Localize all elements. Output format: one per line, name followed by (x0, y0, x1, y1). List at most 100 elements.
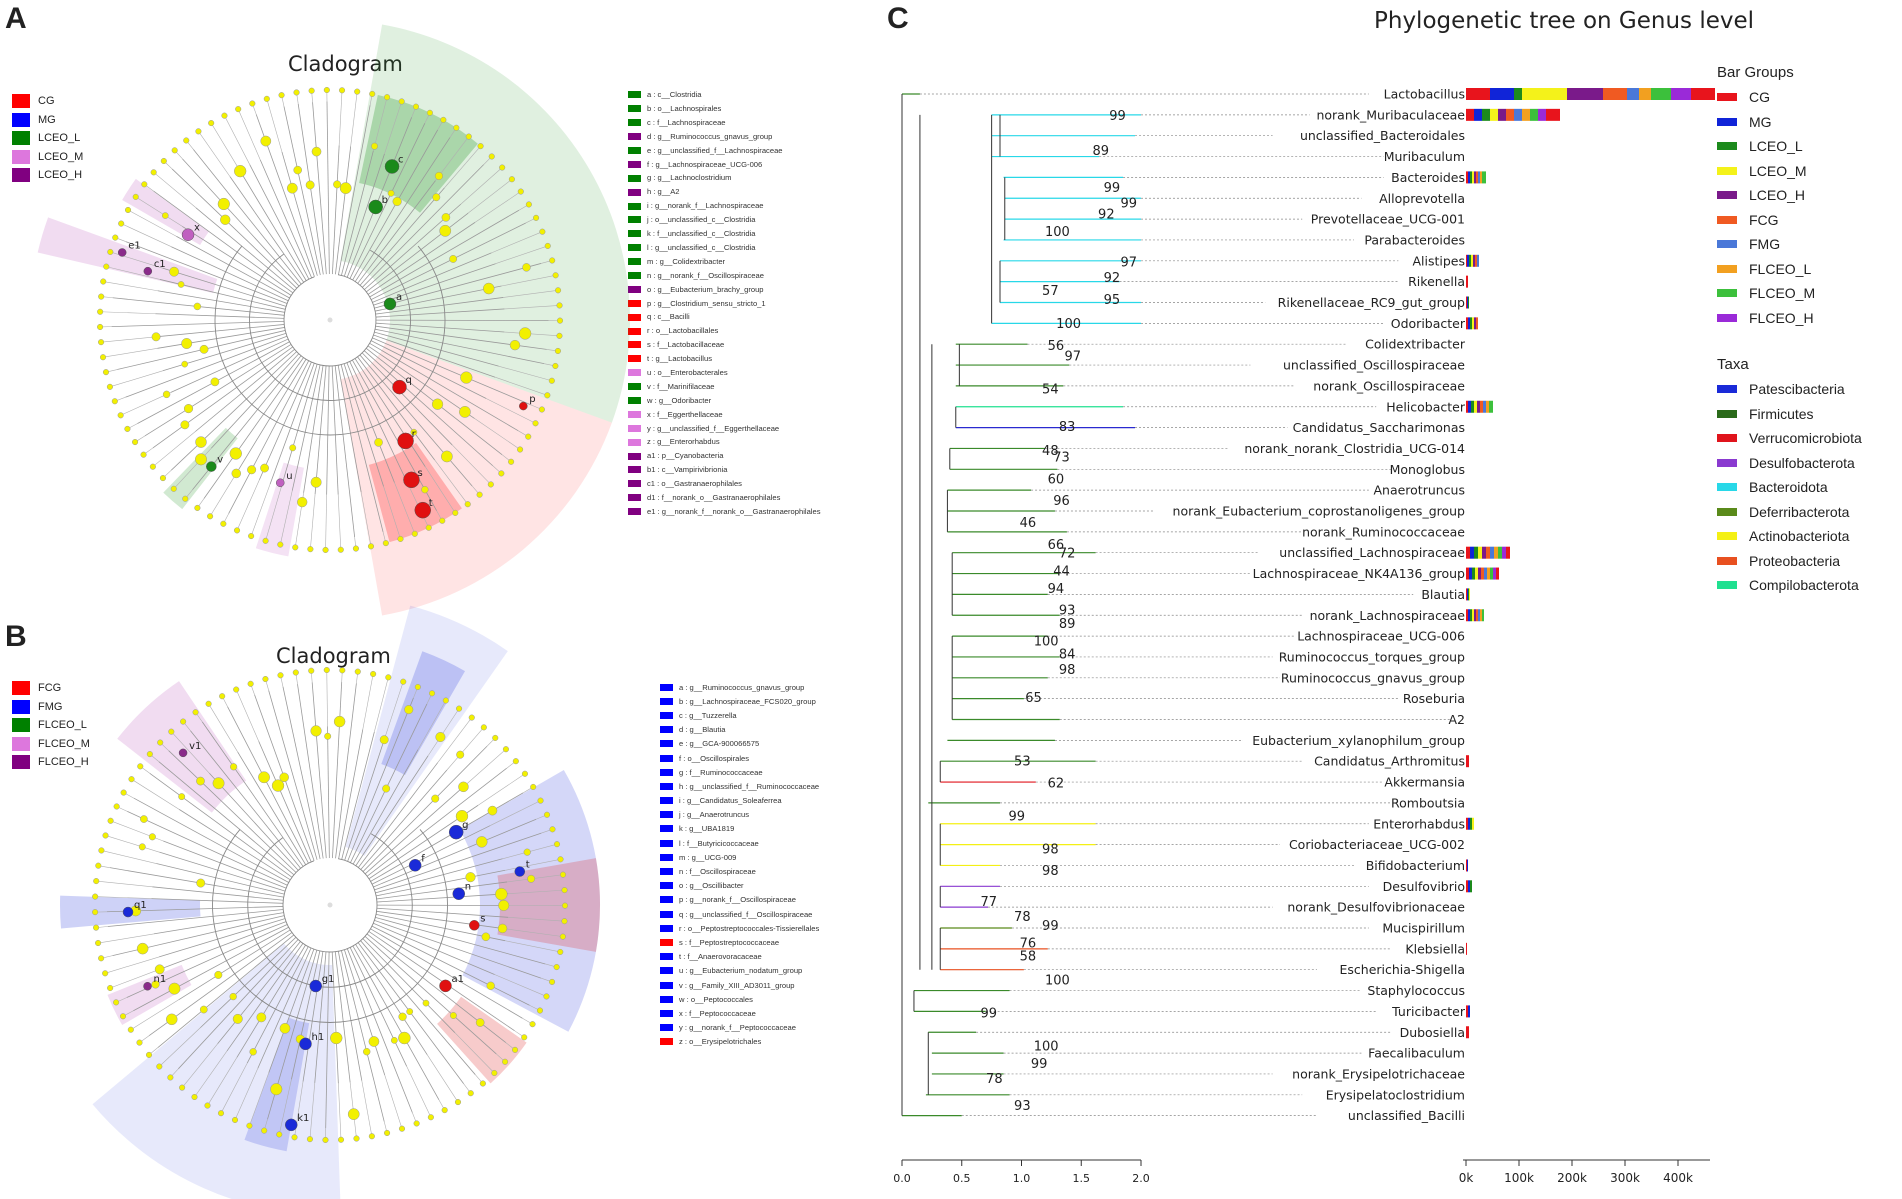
leaf-line (208, 703, 238, 753)
leaf-node (261, 1127, 268, 1134)
branch-line (346, 948, 413, 1113)
key-item: o : g__Oscillibacter (660, 879, 819, 893)
biomarker-node (448, 824, 464, 840)
inner-node (249, 1048, 257, 1056)
inner-node (404, 705, 414, 715)
genus-label: Muribaculum (1384, 149, 1465, 164)
leaf-node (231, 1116, 239, 1123)
abundance-bar (1466, 275, 1468, 288)
inner-node (481, 932, 491, 942)
branch-line (344, 735, 387, 861)
clade-highlight (381, 651, 465, 776)
taxa-legend: Taxa Patescibacteria Firmicutes Verrucomic… (1717, 356, 1862, 598)
branch-line (144, 344, 292, 437)
genus-label: unclassified_Bacteroidales (1300, 128, 1465, 143)
leaf-line (224, 115, 251, 165)
node-label: v (217, 455, 223, 466)
leaf-line (130, 999, 179, 1030)
bootstrap-value: 100 (1056, 317, 1081, 332)
bootstrap-value: 56 (1048, 339, 1065, 354)
node-label: g (462, 820, 468, 831)
leaf-line (249, 1072, 270, 1126)
branch-line (193, 149, 302, 285)
leaf-node (353, 1135, 360, 1142)
leaf-node (248, 533, 255, 540)
bar-groups-title: Bar Groups (1717, 64, 1794, 81)
leaf-node (508, 176, 515, 183)
legend-item: LCEO_L (12, 129, 83, 148)
branch-line (325, 951, 330, 1129)
leaf-line (498, 365, 552, 382)
branch-line (152, 346, 293, 449)
leaf-node (120, 789, 127, 796)
leaf-node (561, 902, 569, 909)
abundance-bar (1603, 88, 1627, 100)
leaf-node (102, 832, 109, 839)
abundance-bar (1476, 171, 1478, 184)
branch-line (374, 331, 499, 367)
abundance-bar (1466, 942, 1467, 955)
node-label: h1 (312, 1032, 325, 1043)
leaf-node (119, 1013, 127, 1020)
key-item: j : o__unclassified_c__Clostridia (628, 213, 821, 227)
tree-axis-tick-label: 0.0 (893, 1172, 911, 1185)
inner-node (271, 779, 285, 792)
abundance-bar (1502, 546, 1506, 559)
clade-highlight (437, 996, 527, 1084)
legend-item: Patescibacteria (1717, 377, 1862, 402)
bootstrap-value: 58 (1020, 950, 1037, 965)
leaf-node (113, 803, 120, 810)
leaf-node (398, 1125, 406, 1132)
branch-line (283, 106, 321, 276)
branch-line (182, 226, 292, 296)
abundance-bar (1484, 567, 1487, 580)
bootstrap-value: 62 (1048, 777, 1065, 792)
branch-line (227, 706, 309, 864)
bootstrap-value: 89 (1092, 144, 1109, 159)
branch-line (314, 951, 327, 1083)
leaf-node (552, 272, 559, 279)
leaf-line (152, 431, 196, 467)
legend-item: LCEO_L (1717, 134, 1815, 159)
branch-line (171, 168, 298, 289)
node-label: b (382, 195, 388, 206)
branch-line (155, 313, 285, 319)
key-item: u : o__Enterobacterales (628, 366, 821, 380)
genus-label: A2 (1448, 712, 1465, 727)
key-item: c : f__Lachnospiraceae (628, 116, 821, 130)
key-item: b1 : c__Vampirivibrionia (628, 463, 821, 477)
leaf-node (220, 520, 227, 527)
leaf-line (474, 418, 521, 450)
node-label: t (429, 498, 433, 509)
leaf-node (235, 106, 242, 113)
leaf-line (109, 370, 163, 388)
leaf-node (512, 758, 519, 765)
key-item: b : g__Lachnospiraceae_FCS020_group (660, 694, 819, 708)
leaf-node (207, 513, 214, 520)
inner-node (476, 836, 488, 848)
abundance-bar (1506, 108, 1514, 121)
abundance-bar (1477, 400, 1480, 413)
abundance-bar (1486, 546, 1490, 559)
leaf-line (454, 1032, 495, 1074)
key-item: t : g__Lactobacillus (628, 352, 821, 366)
branch-line (170, 338, 289, 393)
leaf-node (150, 169, 157, 176)
bootstrap-value: 99 (1109, 109, 1126, 124)
leaf-node (556, 332, 563, 339)
leaf-node (426, 109, 433, 116)
leaf-node (97, 308, 104, 315)
branch-line (367, 222, 476, 295)
inner-node (166, 1013, 178, 1026)
bootstrap-value: 98 (1059, 663, 1076, 678)
abundance-bar (1468, 588, 1469, 601)
leaf-line (310, 494, 316, 550)
node-label: s (480, 913, 485, 924)
key-item: g : g__Lachnoclostridium (628, 171, 821, 185)
leaf-node (107, 984, 114, 992)
leaf-line (463, 748, 507, 787)
leaf-line (383, 486, 401, 540)
branch-line (125, 241, 288, 304)
biomarker-node (519, 401, 528, 411)
